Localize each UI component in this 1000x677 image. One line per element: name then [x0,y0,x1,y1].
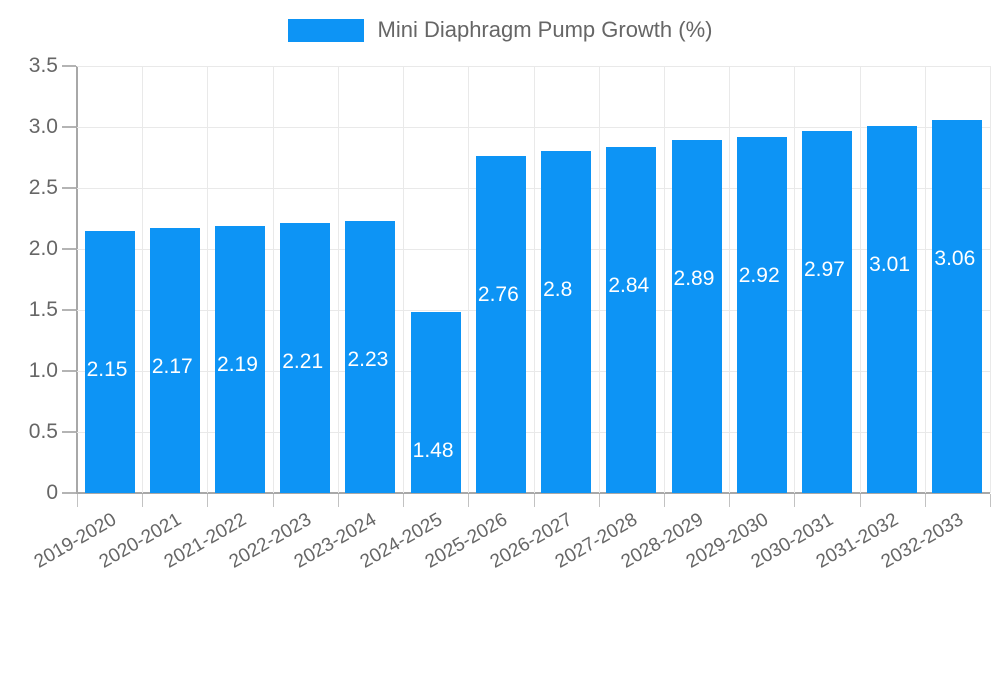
bar-chart: Mini Diaphragm Pump Growth (%) 0 0.5 1.0 1.… [0,10,1000,573]
y-axis-tick-mark [62,65,76,67]
x-axis-tick-mark [77,494,78,507]
bar-value-label: 2.89 [673,267,715,291]
vertical-gridline [403,66,405,493]
vertical-gridline [468,66,470,493]
bar[interactable] [280,223,331,493]
bar-value-label: 2.19 [217,352,258,376]
vertical-gridline [663,66,665,493]
bar-value-label: 3.06 [934,246,976,270]
y-axis-tick-label: 1.5 [28,298,58,321]
vertical-gridline [598,66,600,493]
y-axis-tick-mark [62,126,76,128]
y-axis-tick-mark [62,187,76,189]
y-axis-tick-label: 1.0 [28,359,58,382]
x-axis-tick-mark [859,494,861,507]
vertical-gridline [533,66,535,493]
x-axis-tick-mark [794,494,796,507]
y-axis-tick-mark [62,370,76,372]
bar[interactable] [475,156,526,493]
bar-value-label: 2.23 [347,347,389,371]
bar-value-label: 2.97 [803,257,845,281]
x-axis-tick-mark [598,494,600,507]
bar-value-label: 2.92 [738,263,780,287]
x-axis-tick-mark [663,494,665,507]
vertical-gridline [272,66,274,493]
bar-value-label: 2.17 [151,355,193,379]
y-axis-tick-label: 2.0 [28,237,58,260]
bar-value-label: 2.21 [282,350,324,374]
x-axis-tick-mark [142,494,144,507]
bar[interactable] [606,146,657,493]
bar[interactable] [867,125,918,493]
x-axis-tick-mark [272,494,274,507]
x-axis-tick-mark [468,494,470,507]
vertical-gridline [990,66,991,493]
y-axis-line [76,66,78,494]
bar[interactable] [149,228,200,493]
legend-item-mini-diaphragm-pump-growth[interactable]: Mini Diaphragm Pump Growth (%) [287,17,713,42]
bar-value-label: 1.48 [412,439,454,463]
x-axis-tick-mark [403,494,405,507]
vertical-gridline [794,66,796,493]
bar[interactable] [671,140,722,493]
vertical-gridline [859,66,861,493]
y-axis-tick-mark [62,309,76,311]
legend-color-swatch-icon [287,18,364,42]
y-axis-tick-mark [62,492,76,494]
legend-item-label: Mini Diaphragm Pump Growth (%) [377,17,713,42]
y-axis-tick-label: 2.5 [28,176,58,199]
y-axis-tick-label: 0.5 [28,420,58,443]
vertical-gridline [207,66,209,493]
bar-value-label: 2.8 [543,278,573,302]
y-axis-tick-label: 0 [46,481,58,504]
bar[interactable] [736,136,787,493]
bar-value-label: 3.01 [869,252,911,276]
chart-legend: Mini Diaphragm Pump Growth (%) [0,10,1000,50]
x-axis-tick-mark [207,494,209,507]
x-axis-tick-mark [533,494,535,507]
vertical-gridline [142,66,144,493]
y-axis-tick-label: 3.0 [28,115,58,138]
x-axis-tick-mark [729,494,731,507]
x-axis-line [62,492,990,494]
y-axis-tick-label: 3.5 [28,54,58,77]
vertical-gridline [337,66,339,493]
x-axis-tick-mark [924,494,926,507]
bar-value-label: 2.15 [86,357,128,381]
bar[interactable] [84,230,135,493]
vertical-gridline [729,66,731,493]
plot-area: 2.15 2.17 2.19 2.21 2.23 1.48 2.76 2.8 2.84 2.89 2… [77,66,991,493]
bar[interactable] [541,151,592,493]
vertical-gridline [924,66,926,493]
bar[interactable] [410,312,461,493]
bar[interactable] [801,130,852,493]
bar-value-label: 2.84 [608,273,650,297]
bar-value-label: 2.76 [477,283,519,307]
bar[interactable] [932,119,983,493]
bar[interactable] [345,220,396,493]
y-axis-tick-mark [62,431,76,433]
bar[interactable] [215,225,266,493]
x-axis-tick-mark [990,494,991,507]
x-axis-tick-mark [337,494,339,507]
y-axis-tick-mark [62,248,76,250]
